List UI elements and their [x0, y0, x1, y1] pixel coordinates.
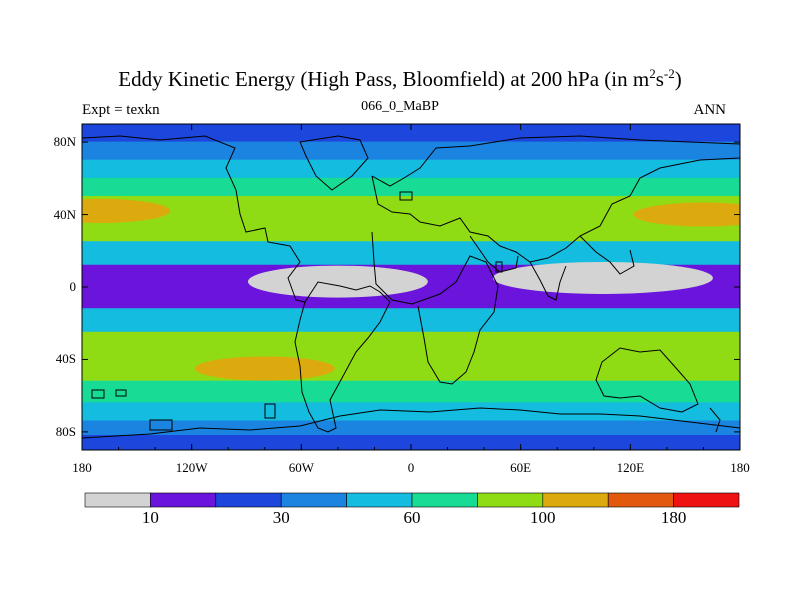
plot-title: Eddy Kinetic Energy (High Pass, Bloomfie…: [118, 66, 682, 91]
axis-ticks: [81, 124, 741, 450]
lon-label: 60E: [510, 460, 532, 475]
coastline-india: [529, 261, 567, 301]
lon-label: 0: [407, 460, 415, 475]
lon-label: 180: [730, 460, 750, 475]
coastline-island: [91, 389, 105, 399]
contour-band-10: [82, 402, 740, 422]
lat-label: 40N: [53, 206, 76, 222]
colorbar-segment: [542, 492, 609, 508]
coastline-island: [399, 191, 413, 201]
coastline-island: [495, 261, 503, 273]
colorbar-segment: [411, 492, 478, 508]
experiment-label: Expt = texkn: [82, 102, 160, 118]
colorbar-label: 180: [660, 508, 687, 527]
coastline-greenland: [299, 135, 369, 191]
coastline-eurasia: [371, 135, 740, 187]
contour-band-1: [82, 141, 740, 161]
coastline-se-asia: [579, 235, 635, 275]
lat-label: 0: [69, 279, 77, 294]
coastline-island: [264, 403, 276, 419]
lat-label: 80S: [55, 423, 76, 439]
colorbar-segment: [477, 492, 544, 508]
coastline-new-zealand: [709, 407, 721, 433]
lat-label: 80N: [53, 134, 76, 150]
contour-blobs: [82, 198, 740, 381]
colorbar-segment: [346, 492, 413, 508]
colorbar-segment: [150, 492, 217, 508]
coastline-antarctica: [82, 407, 740, 439]
contour-band-9: [82, 380, 740, 404]
coastline-europe-south: [371, 157, 740, 263]
contour-max-wrap: [82, 198, 141, 223]
coastline-island: [149, 419, 173, 431]
colorbar-label: 100: [530, 508, 556, 527]
lon-label: 120E: [616, 460, 645, 475]
lat-label: 40S: [55, 351, 76, 367]
coastlines: [82, 135, 740, 439]
lon-label: 120W: [175, 460, 208, 475]
contour-band-5: [82, 241, 740, 266]
colorbar-label: 30: [272, 508, 290, 527]
contour-band-0: [82, 124, 740, 143]
colorbar-segment: [84, 492, 151, 508]
coastline-north-america: [82, 135, 306, 303]
contour-band-11: [82, 420, 740, 437]
coastline-africa: [371, 231, 499, 385]
contour-band-2: [82, 159, 740, 179]
season-label: ANN: [693, 102, 727, 118]
contour-band-12: [82, 435, 740, 450]
contour-band-8: [82, 331, 740, 382]
colorbar-label: 10: [141, 508, 159, 527]
coastline-south-america: [294, 281, 391, 433]
colorbar-segment: [280, 492, 347, 508]
coastline-australia: [595, 347, 699, 413]
contour-min-0: [247, 265, 428, 298]
colorbar-label: 60: [403, 508, 421, 527]
contour-band-7: [82, 308, 740, 333]
contour-band-3: [82, 177, 740, 197]
lon-label: 180: [72, 460, 92, 475]
colorbar-segment: [215, 492, 282, 508]
contour-max-2: [194, 356, 335, 381]
contour-band-4: [82, 195, 740, 243]
colorbar: [84, 492, 740, 508]
contour-max-1: [633, 202, 740, 227]
map-field: [82, 124, 740, 450]
contour-min-1: [492, 261, 713, 294]
colorbar-segment: [607, 492, 674, 508]
case-label: 066_0_MaBP: [361, 99, 439, 114]
coastline-island: [115, 389, 127, 397]
lon-label: 60W: [288, 460, 314, 475]
colorbar-segment: [673, 492, 740, 508]
